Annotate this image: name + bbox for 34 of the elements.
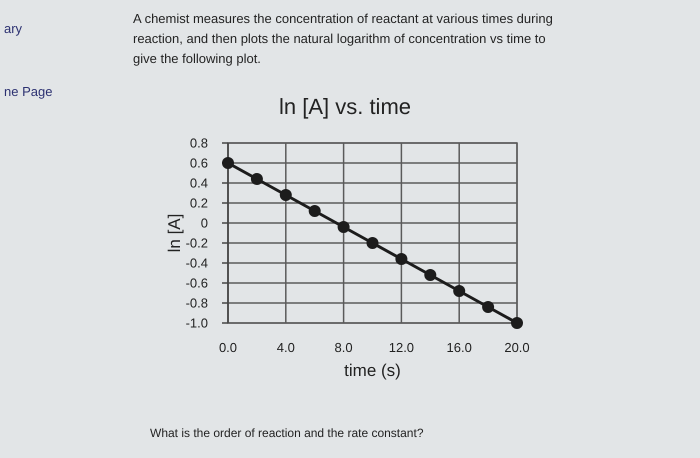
- point: [280, 189, 292, 201]
- y-tick-label: 0.4: [190, 176, 208, 191]
- point: [511, 317, 523, 329]
- y-tick-label: -0.4: [186, 256, 208, 271]
- text: ary: [4, 21, 23, 36]
- point: [424, 269, 436, 281]
- chart-subtitle: A chemist measures the concentration of reactant at various times during reaction, and then plots the natural logarithm of concentration vs time to give the following plot.: [133, 11, 553, 66]
- text: ne Page: [4, 84, 52, 99]
- y-tick-label: 0: [200, 216, 208, 231]
- chart-title: ln [A] vs. time: [278, 94, 412, 119]
- y-tick-label: -1.0: [186, 316, 208, 331]
- x-tick-label: 12.0: [388, 340, 414, 355]
- point: [308, 205, 321, 217]
- y-tick-label: -0.6: [186, 276, 208, 291]
- point: [395, 253, 408, 265]
- x-tick-label: 4.0: [276, 340, 295, 355]
- point: [250, 173, 263, 185]
- y-tick-label: 0.2: [190, 196, 208, 211]
- text: What is the order of reaction and the rate constant?: [150, 426, 424, 440]
- point: [366, 237, 378, 249]
- x-tick-label: 16.0: [446, 340, 472, 355]
- point: [482, 301, 494, 313]
- y-tick-label: 0.8: [190, 136, 208, 151]
- point: [338, 221, 350, 233]
- y-tick-label: -0.2: [186, 236, 208, 251]
- x-axis-title: time (s): [344, 361, 401, 380]
- point: [222, 157, 234, 169]
- y-tick-label: 0.6: [190, 156, 208, 171]
- x-tick-label: 0.0: [218, 340, 238, 355]
- point: [453, 285, 466, 297]
- y-tick-label: -0.8: [186, 296, 208, 311]
- y-axis-title: ln [A]: [165, 214, 184, 252]
- x-tick-label: 20.0: [504, 340, 530, 355]
- x-tick-label: 8.0: [334, 340, 353, 355]
